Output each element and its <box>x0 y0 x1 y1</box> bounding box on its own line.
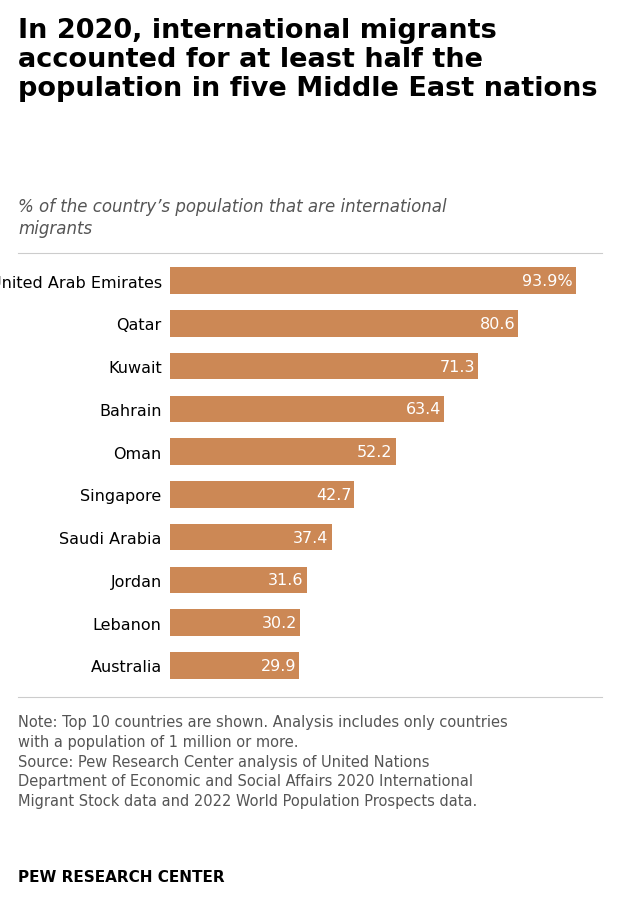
Text: In 2020, international migrants
accounted for at least half the
population in fi: In 2020, international migrants accounte… <box>18 18 598 102</box>
Text: Note: Top 10 countries are shown. Analysis includes only countries
with a popula: Note: Top 10 countries are shown. Analys… <box>18 714 508 808</box>
Bar <box>170 653 299 679</box>
Text: 42.7: 42.7 <box>316 488 352 502</box>
Text: 29.9: 29.9 <box>260 658 296 674</box>
Text: 52.2: 52.2 <box>357 444 392 460</box>
Bar <box>170 567 306 593</box>
Text: 37.4: 37.4 <box>293 530 329 545</box>
Bar <box>170 353 478 380</box>
Text: 71.3: 71.3 <box>440 359 475 374</box>
Text: PEW RESEARCH CENTER: PEW RESEARCH CENTER <box>18 869 224 884</box>
Bar <box>170 610 301 637</box>
Text: 93.9%: 93.9% <box>522 274 573 289</box>
Bar <box>170 311 518 337</box>
Text: % of the country’s population that are international
migrants: % of the country’s population that are i… <box>18 198 446 237</box>
Text: 30.2: 30.2 <box>262 616 298 630</box>
Bar <box>170 396 444 423</box>
Bar <box>170 525 332 551</box>
Bar <box>170 268 575 294</box>
Text: 63.4: 63.4 <box>405 402 441 417</box>
Text: 31.6: 31.6 <box>268 573 303 588</box>
Bar <box>170 481 355 508</box>
Bar <box>170 439 396 465</box>
Text: 80.6: 80.6 <box>479 316 515 331</box>
